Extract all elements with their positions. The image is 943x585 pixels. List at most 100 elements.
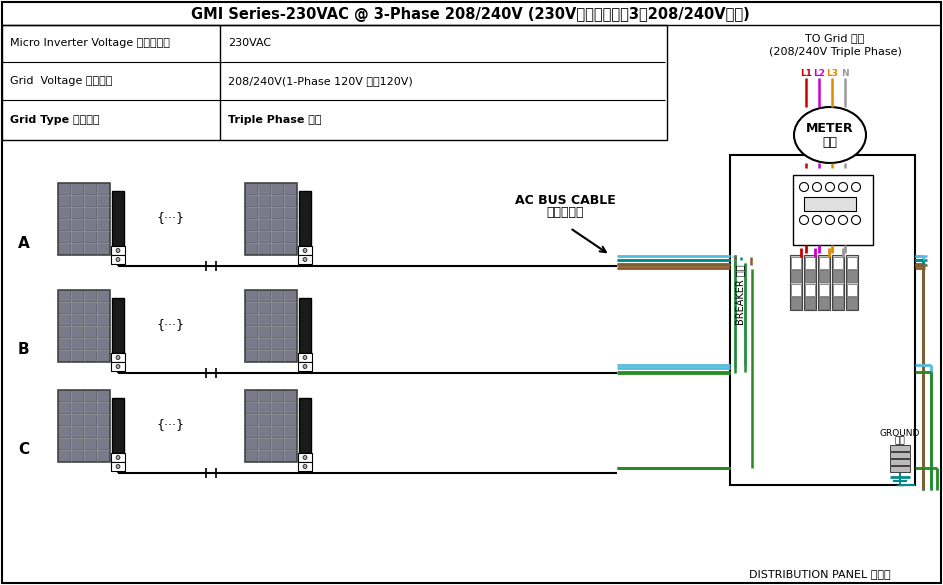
Bar <box>259 427 270 437</box>
Text: Triple Phase 三相: Triple Phase 三相 <box>228 115 322 125</box>
Bar <box>285 196 296 206</box>
Bar <box>2 25 667 140</box>
Text: 电表: 电表 <box>822 136 837 149</box>
Bar <box>72 291 83 301</box>
Bar <box>98 339 109 349</box>
Text: Grid Type 电网类型: Grid Type 电网类型 <box>10 115 100 125</box>
Bar <box>59 351 70 361</box>
Bar <box>112 191 124 246</box>
Bar <box>285 415 296 425</box>
Bar <box>847 270 857 282</box>
Bar <box>58 390 110 462</box>
Bar <box>246 327 257 337</box>
Bar <box>259 196 270 206</box>
Bar <box>59 327 70 337</box>
Text: L3: L3 <box>826 68 838 77</box>
Bar <box>819 257 829 269</box>
Bar <box>59 439 70 449</box>
Bar <box>259 208 270 218</box>
Bar <box>85 291 96 301</box>
Circle shape <box>303 364 307 369</box>
Bar <box>59 244 70 254</box>
Text: 208/240V(1-Phase 120V 单相120V): 208/240V(1-Phase 120V 单相120V) <box>228 76 413 86</box>
Bar <box>98 232 109 242</box>
Bar <box>272 327 283 337</box>
Bar <box>246 415 257 425</box>
Text: N: N <box>841 68 849 77</box>
Bar <box>272 208 283 218</box>
Bar <box>259 291 270 301</box>
Bar <box>730 155 915 485</box>
Circle shape <box>116 356 120 360</box>
Bar <box>98 391 109 401</box>
Bar <box>805 284 815 296</box>
Bar <box>98 196 109 206</box>
Bar <box>98 244 109 254</box>
Bar <box>791 257 801 269</box>
Bar <box>847 297 857 309</box>
Bar <box>259 232 270 242</box>
Circle shape <box>825 183 835 191</box>
Text: TO Grid 电网: TO Grid 电网 <box>805 33 865 43</box>
Bar <box>246 451 257 461</box>
Bar <box>72 315 83 325</box>
Bar <box>58 183 110 255</box>
Bar <box>285 244 296 254</box>
Circle shape <box>852 215 861 225</box>
Bar <box>112 398 124 453</box>
Bar <box>285 291 296 301</box>
Bar <box>272 303 283 313</box>
Bar <box>85 208 96 218</box>
Bar <box>59 232 70 242</box>
Text: DISTRIBUTION PANEL 接线盒: DISTRIBUTION PANEL 接线盒 <box>749 569 891 579</box>
Bar <box>85 403 96 413</box>
Bar <box>272 291 283 301</box>
Bar <box>59 339 70 349</box>
Bar <box>890 459 910 465</box>
Bar <box>299 298 311 353</box>
Bar <box>72 196 83 206</box>
Text: {···}: {···} <box>156 418 184 432</box>
Bar <box>72 391 83 401</box>
Bar <box>890 466 910 472</box>
Bar <box>98 327 109 337</box>
Bar <box>98 315 109 325</box>
Ellipse shape <box>794 107 866 163</box>
Bar <box>72 208 83 218</box>
Text: A: A <box>18 236 30 250</box>
Bar <box>285 327 296 337</box>
Text: GROUND: GROUND <box>880 428 920 438</box>
Text: 230VAC: 230VAC <box>228 38 272 48</box>
Bar <box>59 391 70 401</box>
Bar <box>259 315 270 325</box>
Bar <box>819 297 829 309</box>
Circle shape <box>838 215 848 225</box>
Bar <box>285 303 296 313</box>
Bar <box>259 415 270 425</box>
Circle shape <box>813 215 821 225</box>
Circle shape <box>116 257 120 261</box>
Bar <box>833 257 843 269</box>
Text: (208/240V Triple Phase): (208/240V Triple Phase) <box>769 47 902 57</box>
Bar <box>298 246 312 255</box>
Bar <box>272 351 283 361</box>
Bar <box>98 220 109 230</box>
Bar <box>246 315 257 325</box>
Bar <box>85 427 96 437</box>
Circle shape <box>116 249 120 253</box>
Bar <box>85 232 96 242</box>
Circle shape <box>800 215 808 225</box>
Bar <box>246 427 257 437</box>
Bar <box>72 403 83 413</box>
Bar <box>272 403 283 413</box>
Bar <box>111 362 125 371</box>
Bar <box>246 220 257 230</box>
Bar <box>245 183 297 255</box>
Bar <box>272 427 283 437</box>
Bar <box>98 291 109 301</box>
Bar <box>272 339 283 349</box>
Bar <box>59 415 70 425</box>
Circle shape <box>116 364 120 369</box>
Bar <box>285 351 296 361</box>
Text: Micro Inverter Voltage 逆变器电压: Micro Inverter Voltage 逆变器电压 <box>10 38 170 48</box>
